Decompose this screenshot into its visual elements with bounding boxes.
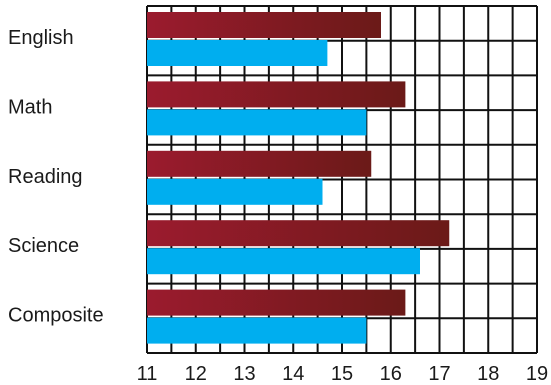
- category-label: Reading: [8, 166, 83, 188]
- bar-english-series-2: [147, 40, 328, 66]
- bar-science-series-2: [147, 248, 420, 275]
- bar-reading-series-2: [147, 178, 323, 205]
- x-tick-label: 15: [331, 363, 353, 385]
- category-label: Science: [8, 235, 79, 257]
- bar-science-series-1: [147, 220, 450, 247]
- category-label: Math: [8, 96, 52, 118]
- x-tick-label: 18: [477, 363, 499, 385]
- x-tick-labels: 11 12 13 14 15 16 17 18 19: [137, 363, 549, 385]
- x-tick-label: 11: [137, 363, 158, 385]
- x-tick-label: 13: [233, 363, 255, 385]
- bar-math-series-1: [147, 81, 406, 108]
- bar-composite-series-1: [147, 289, 406, 316]
- x-tick-label: 17: [428, 363, 450, 385]
- bars: [147, 12, 450, 344]
- x-tick-label: 14: [282, 363, 304, 385]
- category-label: Composite: [8, 305, 104, 327]
- x-tick-label: 12: [185, 363, 207, 385]
- category-label: English: [8, 27, 74, 49]
- bar-reading-series-1: [147, 150, 372, 177]
- bar-composite-series-2: [147, 317, 367, 344]
- bar-math-series-2: [147, 109, 367, 136]
- bar-english-series-1: [147, 12, 381, 38]
- x-tick-label: 16: [380, 363, 402, 385]
- category-labels: English Math Reading Science Composite: [8, 27, 104, 327]
- x-tick-label: 19: [526, 363, 548, 385]
